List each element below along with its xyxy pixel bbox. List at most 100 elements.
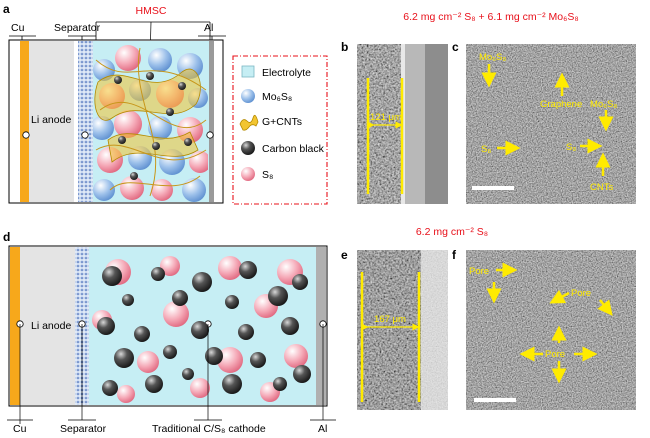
carbon-black-particle xyxy=(239,261,257,279)
carbon-black-particle xyxy=(293,365,311,383)
scale-bar-f xyxy=(474,398,516,402)
sem-image-c: Mo₆S₈ Graphene Mo₆S₈ S₈ S₈ CNTs xyxy=(466,44,636,204)
panel-label-b: b xyxy=(341,40,348,54)
legend-electrolyte-swatch xyxy=(241,65,255,78)
carbon-black-particle xyxy=(172,290,188,306)
separator-top xyxy=(78,41,93,202)
s8-particle xyxy=(189,151,208,173)
carbon-black-particle xyxy=(97,317,115,335)
carbon-black-particle xyxy=(152,142,160,150)
panel-label-e: e xyxy=(341,248,348,262)
cnt-network xyxy=(95,47,207,197)
carbon-black-particle xyxy=(268,286,288,306)
traditional-particles xyxy=(92,256,311,403)
carbon-black-particle xyxy=(102,380,118,396)
carbon-black-particle xyxy=(225,295,239,309)
li-anode-label-bottom: Li anode xyxy=(31,320,71,332)
label-c-s8-left: S₈ xyxy=(481,144,491,155)
s8-particle xyxy=(160,256,180,276)
legend-mo6s8-swatch xyxy=(241,89,255,103)
carbon-black-particle xyxy=(182,368,194,380)
s8-particle xyxy=(190,378,210,398)
carbon-black-particle xyxy=(151,267,165,281)
scale-bar-c xyxy=(472,186,514,190)
panel-label-d: d xyxy=(3,230,10,244)
label-c-mo6s8-top: Mo₆S₈ xyxy=(479,52,506,63)
label-cathode-bottom: Traditional C/S₈ cathode xyxy=(152,423,266,435)
s8-particle xyxy=(115,45,141,71)
mo6s8-particle xyxy=(93,59,115,81)
label-f-pore1: Pore xyxy=(469,266,489,277)
carbon-black-particle xyxy=(166,108,174,116)
label-al-top: Al xyxy=(204,22,213,34)
s8-particle xyxy=(120,176,144,200)
carbon-black-particle xyxy=(205,347,223,365)
loading-caption-bottom: 6.2 mg cm⁻² S₈ xyxy=(416,226,488,238)
legend-carbon-black-label: Carbon black xyxy=(262,143,325,155)
carbon-black-particle xyxy=(146,72,154,80)
panel-label-c: c xyxy=(452,40,459,54)
sem-image-e: 167 μm xyxy=(357,250,448,410)
carbon-black-particle xyxy=(145,375,163,393)
hmsc-title: HMSC xyxy=(136,5,167,17)
s8-particle xyxy=(217,347,243,373)
s8-particle xyxy=(163,301,189,327)
s8-particle xyxy=(284,344,308,368)
s8-particle xyxy=(137,351,159,373)
mo6s8-particle xyxy=(182,178,206,202)
legend-mo6s8-label: Mo₆S₈ xyxy=(262,91,292,103)
label-cu-bottom: Cu xyxy=(13,423,27,435)
panel-label-f: f xyxy=(452,248,457,262)
carbon-black-particle xyxy=(191,321,209,339)
legend-gcnt-label: G+CNTs xyxy=(262,116,302,128)
mo6s8-particle xyxy=(148,116,172,140)
sem-image-f: Pore Pore Pore xyxy=(466,250,636,410)
carbon-black-particle xyxy=(192,272,212,292)
mo6s8-particle xyxy=(93,179,115,201)
carbon-black-particle xyxy=(273,377,287,391)
label-separator-top: Separator xyxy=(54,22,101,34)
label-f-pore3: Pore xyxy=(545,349,565,360)
carbon-black-particle xyxy=(130,172,138,180)
s8-particle xyxy=(114,110,142,138)
sem-image-b: 121 μm xyxy=(357,44,448,204)
carbon-black-particle xyxy=(178,82,186,90)
mo6s8-particle xyxy=(93,116,114,140)
cell-d: Li anode xyxy=(8,245,328,407)
carbon-black-particle xyxy=(102,266,122,286)
carbon-black-particle xyxy=(222,374,242,394)
carbon-black-particle xyxy=(114,348,134,368)
li-anode-top xyxy=(29,41,74,202)
carbon-black-particle xyxy=(163,345,177,359)
legend-box xyxy=(232,55,328,205)
carbon-black-particle xyxy=(292,274,308,290)
legend: Electrolyte Mo₆S₈ G+CNTs Carbon black S₈ xyxy=(232,55,328,205)
label-cu-top: Cu xyxy=(11,22,25,34)
carbon-black-particle xyxy=(134,326,150,342)
legend-gcnt-swatch xyxy=(239,114,259,131)
carbon-black-particle xyxy=(114,76,122,84)
s8-particle xyxy=(117,385,135,403)
hmsc-particles xyxy=(93,45,208,202)
cell-a: Li anode xyxy=(8,39,224,204)
legend-electrolyte-label: Electrolyte xyxy=(262,67,311,79)
loading-caption-top: 6.2 mg cm⁻² S₈ + 6.1 mg cm⁻² Mo₆S₈ xyxy=(403,11,578,23)
legend-s8-label: S₈ xyxy=(262,169,273,181)
al-foil-top xyxy=(209,41,214,202)
legend-carbon-black-swatch xyxy=(241,141,255,155)
cu-foil-top xyxy=(20,41,29,202)
carbon-black-particle xyxy=(122,294,134,306)
label-al-bottom: Al xyxy=(318,423,327,435)
carbon-black-particle xyxy=(250,352,266,368)
legend-s8-swatch xyxy=(241,167,255,181)
panel-label-a: a xyxy=(3,2,10,16)
s8-particle xyxy=(151,179,173,201)
carbon-black-particle xyxy=(118,136,126,144)
thickness-b: 121 μm xyxy=(370,112,402,123)
thickness-e: 167 μm xyxy=(374,314,406,325)
label-c-mo6s8-right: Mo₆S₈ xyxy=(590,99,617,110)
mo6s8-particle xyxy=(148,48,172,72)
li-anode-label-top: Li anode xyxy=(31,114,71,126)
label-c-cnts: CNTs xyxy=(590,182,613,193)
carbon-black-particle xyxy=(184,138,192,146)
